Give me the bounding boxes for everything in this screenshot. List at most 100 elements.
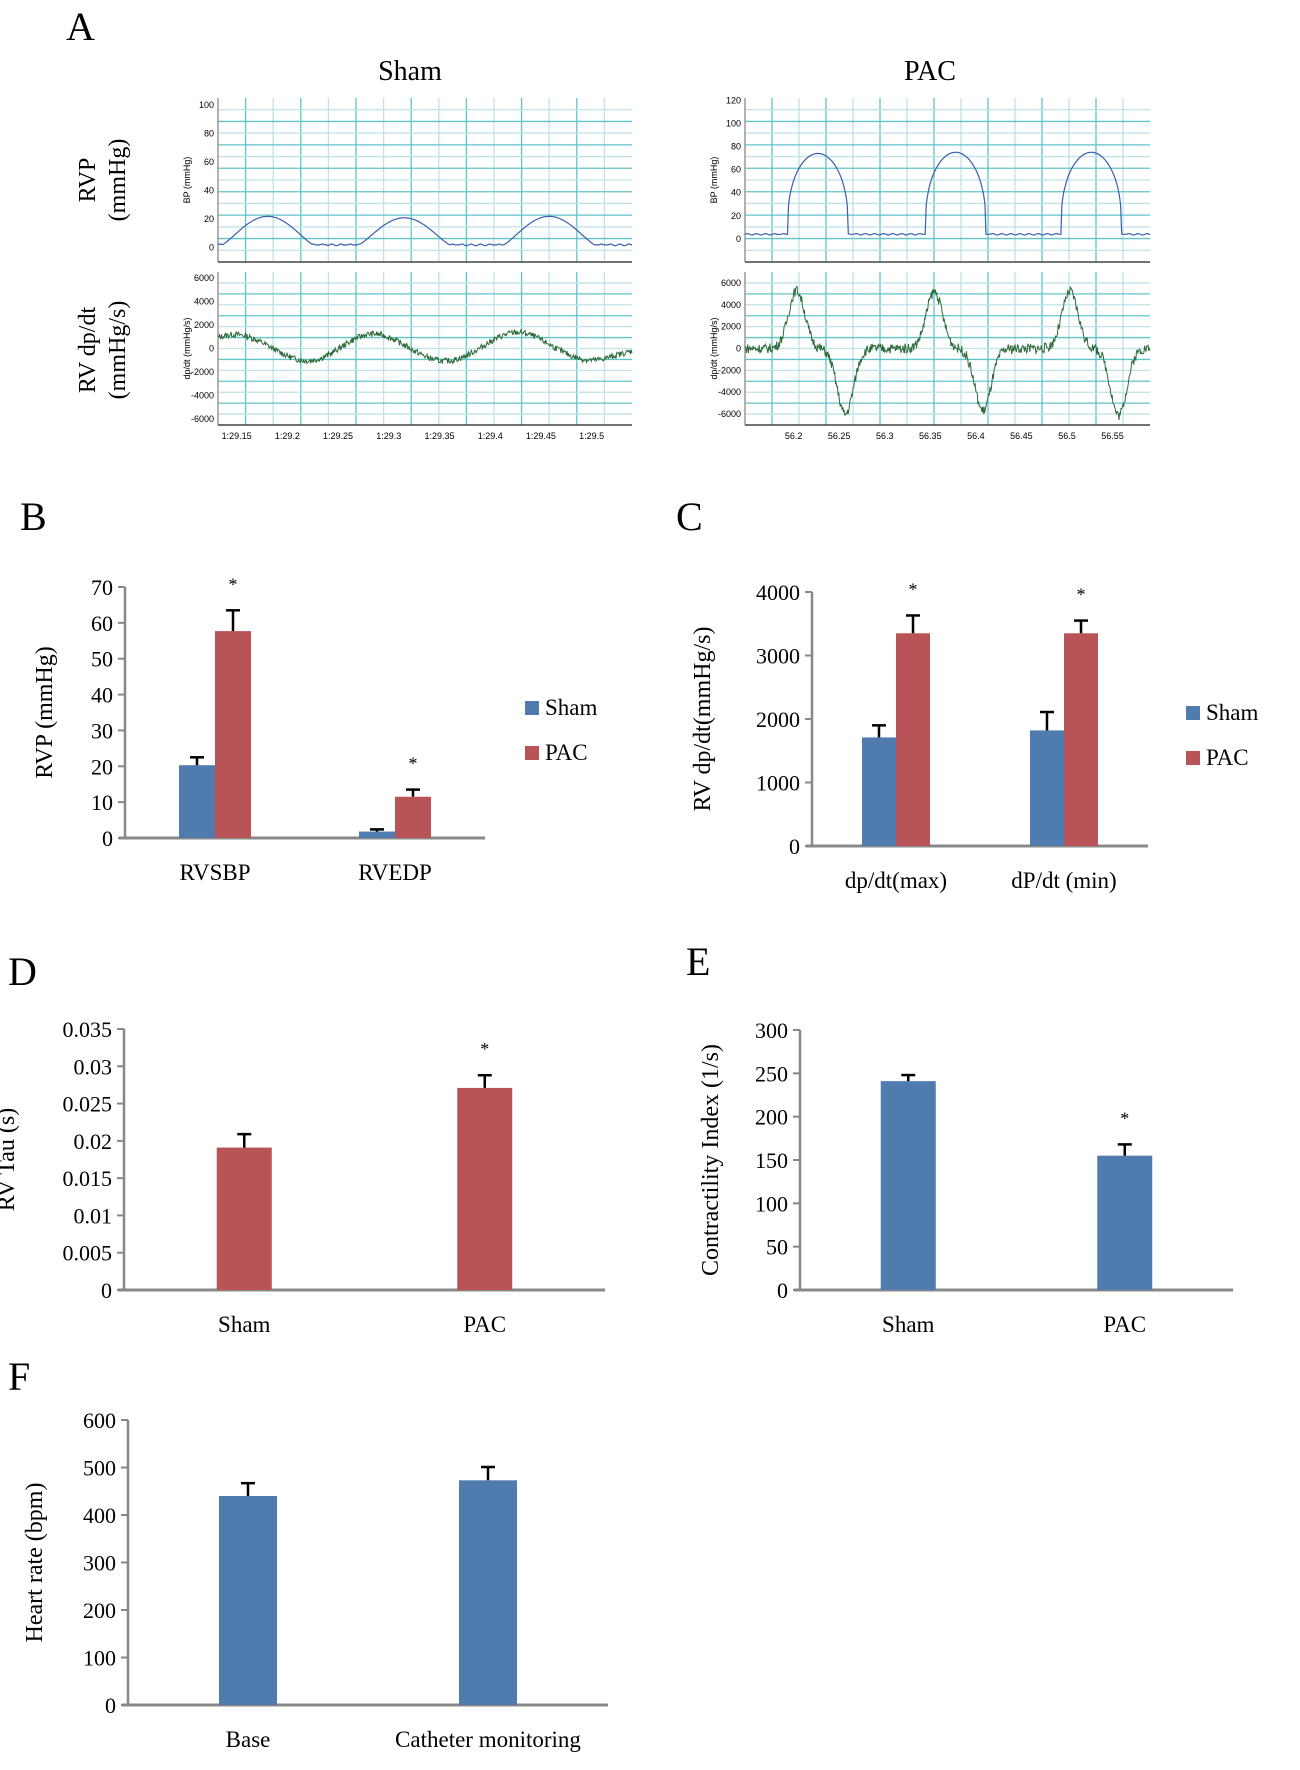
panel-c-category-label: dp/dt(max) [845,868,947,893]
tracing-sham-pressure-ytick: 0 [209,243,214,253]
panel-letter-a: A [66,4,95,49]
panel-e-ytick-label: 200 [755,1105,788,1130]
tracing-ylabel-rvp-unit: (mmHg) [105,139,131,222]
panel-b-ytick-label: 30 [91,718,113,743]
panel-c-ylabel: RV dp/dt(mmHg/s) [690,627,716,812]
tracing-ylabel-dpdt-unit: (mmHg/s) [105,301,131,400]
tracing-pac-xtick: 56.5 [1058,431,1076,441]
panel-c-bar-pac [896,633,930,846]
panel-e-ytick-label: 0 [777,1278,788,1303]
tracing-sham-pressure-trace [217,215,633,247]
panel-d-bar-pac [457,1087,513,1290]
panel-f-ytick-label: 100 [83,1646,116,1671]
tracing-sham-pressure-ytick: 40 [204,186,214,196]
tracing-pac-pressure-trace [744,151,1151,236]
tracing-sham-xtick: 1:29.3 [376,431,401,441]
panel-d-ytick-label: 0.03 [74,1054,113,1079]
panel-b-ytick-label: 70 [91,575,113,600]
panel-b-ytick-label: 10 [91,790,113,815]
tracing-pac-dpdt-ytick: 2000 [721,322,741,332]
panel-d-ylabel: RV Tau (s) [0,1108,20,1212]
panel-e-ylabel: Contractility Index (1/s) [698,1044,724,1276]
tracing-pac-dpdt-trace [744,285,1151,420]
tracing-pac-dpdt-ytick: 6000 [721,278,741,288]
tracing-pac-pressure-ytick: 0 [736,234,741,244]
tracing-pac-pressure-ytick: 80 [731,142,741,152]
tracing-pac-xtick: 56.2 [785,431,803,441]
tracing-ylabel-rvp: RVP [75,158,101,203]
panel-c-bar-pac [1064,633,1098,846]
tracing-pac-dpdt-ytick: -4000 [718,387,741,397]
tracing-pac-dpdt-ytick: 0 [736,344,741,354]
panel-b-legend-label-pac: PAC [545,740,588,765]
panel-b-bar-sham [179,765,215,838]
panel-d-ytick-label: 0.02 [74,1129,113,1154]
panel-f-ytick-label: 600 [83,1408,116,1433]
panel-b-ylabel: RVP (mmHg) [32,646,58,779]
panel-b-category-label: RVSBP [179,860,250,885]
panel-f-category-label: Base [226,1727,271,1752]
panel-d-bar-sham [216,1147,272,1290]
panel-c-legend-swatch-pac [1186,751,1200,765]
tracing-sham-pressure-ytick: 60 [204,157,214,167]
panel-letter-e: E [686,939,710,984]
tracing-pac-dpdt-ytick: -6000 [718,409,741,419]
panel-f-ytick-label: 300 [83,1551,116,1576]
tracing-pac-xtick: 56.3 [876,431,894,441]
panel-b-significance-mark: * [229,574,238,594]
tracing-title-sham: Sham [378,56,442,87]
panel-c-ytick-label: 2000 [756,707,800,732]
tracing-sham-dpdt-ytick: -4000 [191,391,214,401]
panel-d-category-label: Sham [218,1312,271,1337]
panel-c-significance-mark: * [909,579,918,599]
panel-e-ytick-label: 150 [755,1148,788,1173]
tracing-sham-dpdt-ytick: 6000 [194,273,214,283]
tracing-pac-dpdt-ytick: 4000 [721,300,741,310]
panel-f-ytick-label: 500 [83,1456,116,1481]
tracing-sham-pressure-ytick: 100 [199,100,214,110]
tracing-sham-dpdt-ytick: -2000 [191,367,214,377]
panel-c-ytick-label: 3000 [756,644,800,669]
tracing-pac-pressure-ytick: 100 [726,118,741,128]
panel-letter-b: B [20,494,47,539]
tracing-pac-dpdt-inner-ylabel: dp/dt (mmHg/s) [709,317,719,379]
tracing-sham-xtick: 1:29.15 [222,431,252,441]
panel-f-bar-catheter-monitoring [459,1480,517,1705]
panel-e-bar-sham [880,1081,936,1290]
tracing-sham-dpdt-ytick: 4000 [194,296,214,306]
panel-b-bar-sham [359,831,395,838]
panel-c-ytick-label: 4000 [756,580,800,605]
panel-c-category-label: dP/dt (min) [1011,868,1116,893]
panel-c-legend-swatch-sham [1186,706,1200,720]
panel-b-legend-swatch-sham [525,701,539,715]
panel-c-bar-sham [862,737,896,846]
panel-b-ytick-label: 60 [91,611,113,636]
panel-e-bar-pac [1097,1155,1153,1290]
panel-b-ytick-label: 40 [91,683,113,708]
panel-d-ytick-label: 0.015 [63,1166,113,1191]
tracing-sham-xtick: 1:29.35 [424,431,454,441]
panel-b-legend-swatch-pac [525,746,539,760]
panel-b-ytick-label: 20 [91,754,113,779]
panel-d-ytick-label: 0 [101,1278,112,1303]
panel-f-bar-base [219,1496,277,1705]
panel-f-category-label: Catheter monitoring [395,1727,581,1752]
panel-f-ytick-label: 400 [83,1503,116,1528]
panel-d-ytick-label: 0.005 [63,1241,113,1266]
panel-letter-d: D [8,949,37,994]
panel-b-ytick-label: 50 [91,647,113,672]
tracing-sham-dpdt-ytick: 0 [209,344,214,354]
tracing-title-pac: PAC [904,56,956,87]
panel-letter-f: F [8,1354,30,1399]
panel-c-ytick-label: 0 [789,834,800,859]
tracing-pac-xtick: 56.35 [919,431,942,441]
tracing-pac-xtick: 56.25 [828,431,851,441]
tracing-sham-xtick: 1:29.2 [275,431,300,441]
panel-e-ytick-label: 250 [755,1061,788,1086]
panel-d-significance-mark: * [480,1039,489,1059]
panel-e-significance-mark: * [1120,1108,1129,1128]
panel-b-significance-mark: * [409,754,418,774]
tracing-sham-pressure-ytick: 80 [204,129,214,139]
tracing-sham-dpdt-inner-ylabel: dp/dt (mmHg/s) [182,317,192,379]
